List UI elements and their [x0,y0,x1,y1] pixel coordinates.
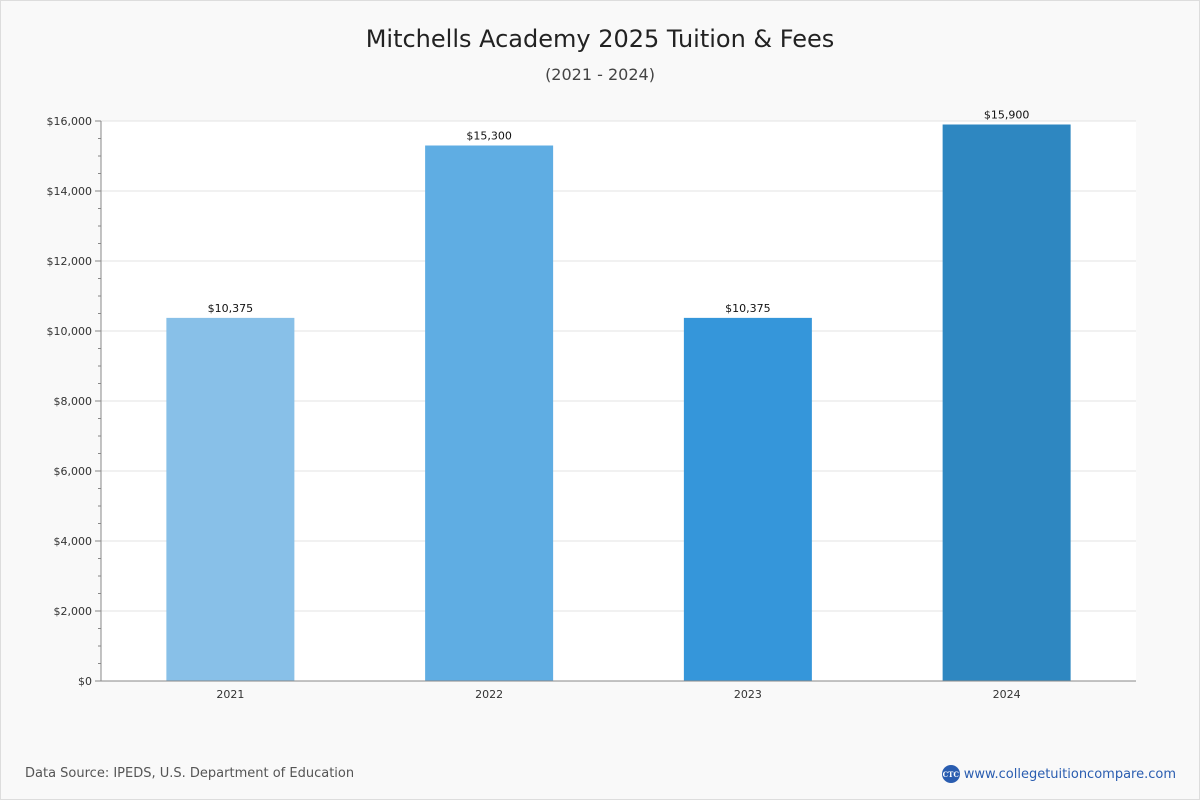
y-tick-label: $8,000 [54,395,93,408]
y-tick-label: $0 [78,675,92,688]
y-tick-label: $14,000 [47,185,93,198]
bar-2022 [425,145,554,681]
y-tick-label: $4,000 [54,535,93,548]
y-tick-label: $2,000 [54,605,93,618]
bar-value-label: $10,375 [208,302,254,315]
bar-2021 [166,317,295,681]
bar-value-label: $10,375 [725,302,771,315]
x-tick-label: 2021 [216,688,244,701]
y-tick-label: $10,000 [47,325,93,338]
x-tick-label: 2023 [734,688,762,701]
y-tick-label: $16,000 [47,115,93,128]
brand-link[interactable]: CTC www.collegetuitioncompare.com [941,765,1176,783]
data-source-note: Data Source: IPEDS, U.S. Department of E… [25,766,355,781]
x-tick-label: 2022 [475,688,503,701]
y-tick-label: $12,000 [47,255,93,268]
bar-2023 [683,317,812,681]
bar-chart: $0 $2,000 $4,000 $6,000 $8,000 $10,000 $12,000… [47,109,1136,701]
ctc-logo-icon: CTC [941,765,960,783]
y-tick-label: $6,000 [54,465,93,478]
bar-value-label: $15,900 [984,109,1030,122]
bar-value-label: $15,300 [466,130,512,143]
chart-title: Mitchells Academy 2025 Tuition & Fees [365,25,835,53]
brand-url[interactable]: www.collegetuitioncompare.com [963,766,1176,782]
bar-2024 [942,124,1071,681]
x-tick-label: 2024 [993,688,1021,701]
chart-subtitle: (2021 - 2024) [545,65,655,84]
